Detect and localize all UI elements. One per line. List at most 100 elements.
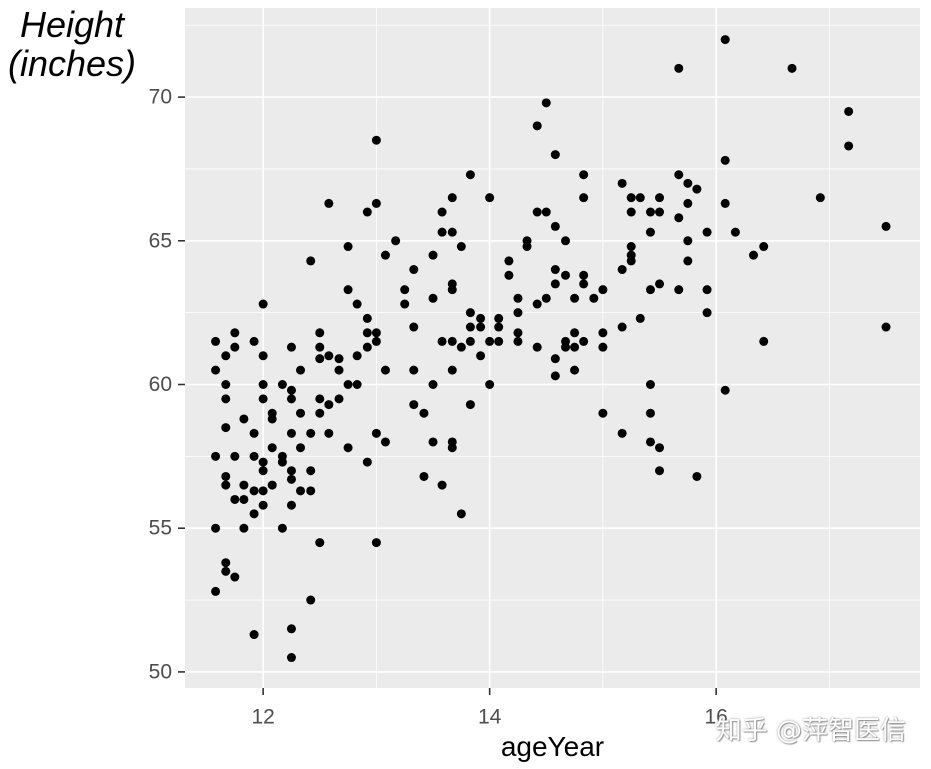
major-grid bbox=[185, 8, 920, 688]
data-point bbox=[655, 193, 665, 203]
data-point bbox=[674, 285, 684, 295]
data-point bbox=[249, 486, 259, 496]
data-point bbox=[494, 322, 504, 332]
data-point bbox=[334, 365, 344, 375]
data-point bbox=[362, 313, 372, 323]
x-tick-label: 12 bbox=[251, 706, 274, 729]
y-axis-title: Height (inches) bbox=[7, 4, 137, 84]
data-point bbox=[635, 193, 645, 203]
x-axis-title: ageYear bbox=[501, 731, 604, 762]
data-point bbox=[211, 336, 221, 346]
data-point bbox=[570, 328, 580, 338]
data-point bbox=[541, 98, 551, 108]
data-point bbox=[391, 236, 401, 246]
data-point bbox=[465, 170, 475, 180]
data-point bbox=[315, 538, 325, 548]
data-point bbox=[221, 394, 231, 404]
data-point bbox=[362, 457, 372, 467]
data-point bbox=[286, 394, 296, 404]
data-point bbox=[702, 285, 712, 295]
data-point bbox=[759, 336, 769, 346]
data-point bbox=[655, 466, 665, 476]
data-point bbox=[645, 227, 655, 237]
data-point bbox=[494, 336, 504, 346]
data-point bbox=[437, 227, 447, 237]
data-point bbox=[815, 193, 825, 203]
data-point bbox=[239, 414, 249, 424]
data-point bbox=[476, 322, 486, 332]
data-point bbox=[249, 509, 259, 519]
data-point bbox=[221, 423, 231, 433]
y-tick-label: 60 bbox=[149, 373, 172, 396]
data-point bbox=[683, 198, 693, 208]
data-point bbox=[674, 63, 684, 73]
data-points bbox=[211, 35, 891, 663]
data-point bbox=[485, 193, 495, 203]
data-point bbox=[428, 293, 438, 303]
data-point bbox=[456, 342, 466, 352]
data-point bbox=[522, 242, 532, 252]
data-point bbox=[787, 63, 797, 73]
data-point bbox=[249, 451, 259, 461]
data-point bbox=[465, 308, 475, 318]
data-point bbox=[881, 322, 891, 332]
data-point bbox=[249, 428, 259, 438]
data-point bbox=[579, 193, 589, 203]
data-point bbox=[221, 351, 231, 361]
data-point bbox=[683, 178, 693, 188]
data-point bbox=[343, 242, 353, 252]
data-point bbox=[324, 400, 334, 410]
data-point bbox=[844, 141, 854, 151]
data-point bbox=[230, 342, 240, 352]
y-tick-label: 70 bbox=[149, 86, 172, 109]
data-point bbox=[258, 380, 268, 390]
data-point bbox=[749, 250, 759, 260]
data-point bbox=[447, 365, 457, 375]
data-point bbox=[352, 351, 362, 361]
data-point bbox=[258, 351, 268, 361]
data-point bbox=[306, 428, 316, 438]
data-point bbox=[513, 328, 523, 338]
data-point bbox=[447, 443, 457, 453]
data-point bbox=[324, 428, 334, 438]
data-point bbox=[221, 558, 231, 568]
data-point bbox=[513, 336, 523, 346]
data-point bbox=[532, 121, 542, 131]
data-point bbox=[286, 653, 296, 663]
data-point bbox=[400, 285, 410, 295]
data-point bbox=[380, 437, 390, 447]
watermark: 知乎 @萍智医信 bbox=[715, 716, 906, 746]
plot-panel bbox=[185, 8, 920, 688]
x-tick-label: 16 bbox=[704, 706, 727, 729]
data-point bbox=[476, 313, 486, 323]
data-point bbox=[409, 365, 419, 375]
data-point bbox=[239, 494, 249, 504]
data-point bbox=[343, 443, 353, 453]
data-point bbox=[532, 342, 542, 352]
data-point bbox=[409, 265, 419, 275]
data-point bbox=[645, 207, 655, 217]
data-point bbox=[589, 293, 599, 303]
data-point bbox=[324, 351, 334, 361]
y-tick-label: 65 bbox=[149, 229, 172, 252]
data-point bbox=[230, 451, 240, 461]
data-point bbox=[674, 213, 684, 223]
data-point bbox=[617, 428, 627, 438]
data-point bbox=[437, 207, 447, 217]
data-point bbox=[211, 523, 221, 533]
data-point bbox=[702, 308, 712, 318]
data-point bbox=[258, 299, 268, 309]
data-point bbox=[258, 486, 268, 496]
data-point bbox=[239, 480, 249, 490]
data-point bbox=[720, 155, 730, 165]
data-point bbox=[409, 322, 419, 332]
data-point bbox=[315, 342, 325, 352]
data-point bbox=[550, 150, 560, 160]
data-point bbox=[258, 466, 268, 476]
data-point bbox=[570, 342, 580, 352]
data-point bbox=[447, 285, 457, 295]
data-point bbox=[570, 365, 580, 375]
data-point bbox=[598, 342, 608, 352]
data-point bbox=[532, 299, 542, 309]
